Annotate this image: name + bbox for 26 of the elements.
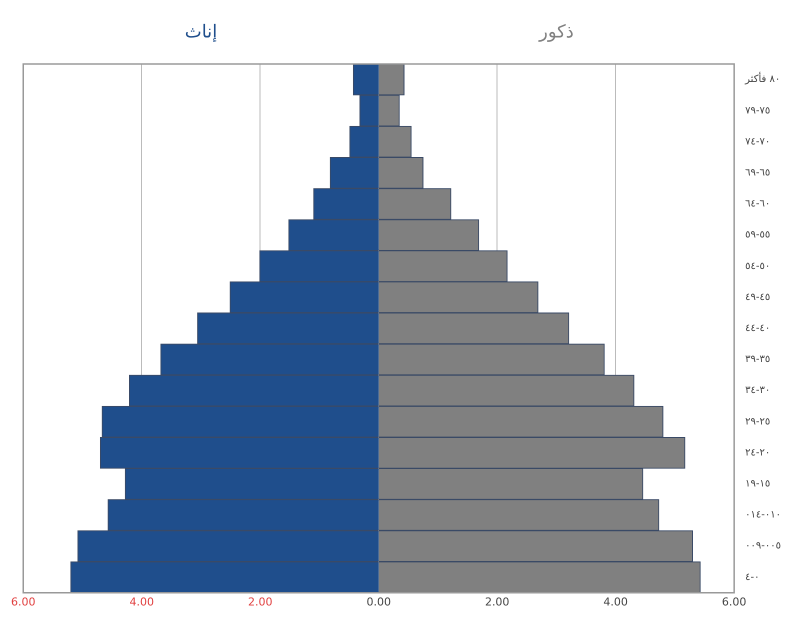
y-tick-label: ٨٠ فأكثر bbox=[744, 71, 780, 86]
y-tick-label: ٤٠-٤٤ bbox=[745, 322, 770, 334]
text: إناث bbox=[184, 22, 218, 43]
x-tick-label: 4.00 bbox=[129, 595, 154, 608]
y-tick-label: ١٥-١٩ bbox=[745, 478, 770, 490]
y-tick-label: ٢٠-٢٤ bbox=[745, 447, 770, 458]
y-tick-label: ٢٥-٢٩ bbox=[745, 416, 770, 428]
x-tick-label: 6.00 bbox=[722, 595, 746, 608]
y-tick-label: ٦٠-٦٤ bbox=[745, 198, 770, 210]
y-tick-label: ٣٥-٣٩ bbox=[745, 354, 770, 366]
y-tick-label: ٠-٤ bbox=[745, 572, 760, 583]
x-tick-label: 2.00 bbox=[248, 595, 272, 608]
x-tick-label: 0.00 bbox=[366, 595, 391, 608]
y-tick-label: ٥٥-٥٩ bbox=[745, 230, 770, 241]
y-tick-label: ٤٥-٤٩ bbox=[745, 292, 770, 303]
y-tick-label: ٠١٠-٠١٤ bbox=[745, 510, 782, 521]
y-tick-label: ٠٠٥-٠٠٩ bbox=[745, 540, 782, 552]
text: ذكور bbox=[538, 22, 574, 43]
y-tick-label: ٦٥-٦٩ bbox=[745, 167, 770, 178]
x-tick-label: 2.00 bbox=[484, 595, 510, 608]
x-tick-label: 4.00 bbox=[603, 595, 628, 608]
y-tick-label: ٣٠-٣٤ bbox=[745, 385, 770, 396]
y-tick-label: ٧٥-٧٩ bbox=[745, 105, 770, 116]
x-tick-label: 6.00 bbox=[10, 595, 36, 608]
y-tick-label: ٥٠-٥٤ bbox=[745, 260, 770, 272]
y-tick-label: ٧٠-٧٤ bbox=[745, 136, 770, 148]
